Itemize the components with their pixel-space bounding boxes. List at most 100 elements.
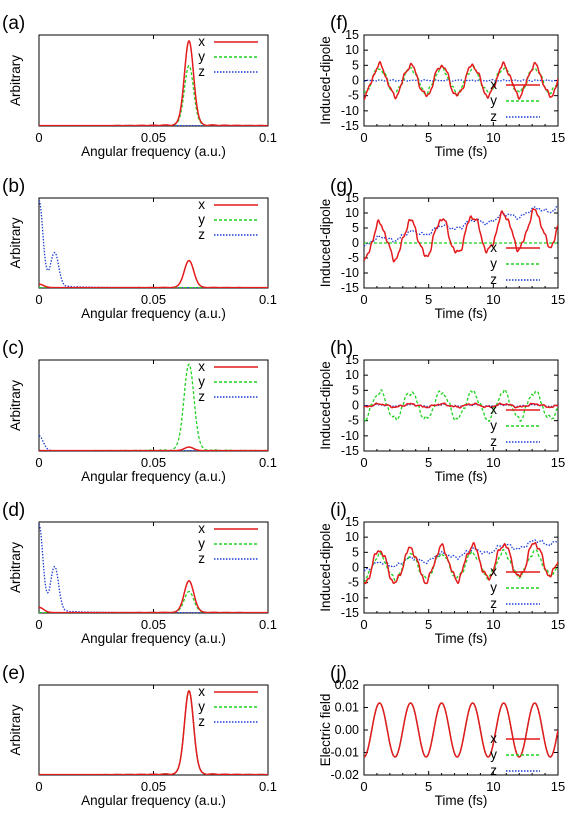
- panel-label: (b): [2, 176, 25, 197]
- y-tick-label: -15: [341, 606, 359, 620]
- panel-label: (g): [330, 176, 353, 197]
- series-line-x: [364, 541, 558, 585]
- panel-label: (i): [330, 500, 347, 521]
- legend: xyz: [490, 564, 540, 611]
- x-tick-label: 10: [486, 779, 500, 794]
- series-line-y: [39, 363, 268, 451]
- legend-label-z: z: [490, 763, 497, 778]
- y-tick-label: 15: [345, 353, 359, 367]
- y-tick-label: 0.00: [335, 723, 359, 737]
- y-tick-label: -10: [341, 591, 359, 605]
- x-tick-label: 0: [35, 617, 42, 632]
- legend-label-x: x: [490, 77, 497, 92]
- x-tick-label: 0: [35, 292, 42, 307]
- x-tick-label: 5: [425, 617, 432, 632]
- y-tick-label: -5: [348, 414, 359, 428]
- legend-label-y: y: [198, 699, 205, 714]
- y-tick-label: 0: [352, 236, 359, 250]
- y-tick-label: 10: [345, 530, 359, 544]
- legend: xyz: [198, 521, 258, 566]
- legend-label-x: x: [198, 521, 205, 536]
- x-tick-label: 0: [360, 130, 367, 145]
- series-line-x: [364, 402, 558, 409]
- legend-label-y: y: [198, 536, 205, 551]
- x-axis-label: Angular frequency (a.u.): [81, 144, 226, 159]
- panel-d: (d) 0 0.05 0.1 Angular frequency (a.u.) Arbit…: [2, 500, 277, 646]
- legend-label-z: z: [490, 434, 497, 449]
- plot-frame: [363, 684, 559, 776]
- x-tick-label: 0: [35, 779, 42, 794]
- legend-label-y: y: [490, 580, 497, 595]
- y-tick-label: 0: [352, 74, 359, 88]
- y-tick-label: 5: [352, 58, 359, 72]
- legend: xyz: [198, 684, 258, 729]
- series-line-y: [39, 690, 268, 775]
- y-tick-label: 0.01: [335, 701, 359, 715]
- legend: xyz: [490, 240, 540, 287]
- x-tick-label: 0.1: [259, 617, 277, 632]
- y-axis-label: Induced-dipole: [318, 361, 333, 450]
- y-tick-label: -5: [348, 576, 359, 590]
- panel-label: (d): [2, 500, 25, 521]
- x-tick-label: 15: [551, 292, 565, 307]
- legend-label-y: y: [198, 212, 205, 227]
- x-tick-label: 0.1: [259, 130, 277, 145]
- x-axis-label: Angular frequency (a.u.): [81, 793, 226, 808]
- x-tick-label: 0.05: [141, 130, 166, 145]
- panel-a: (a) 0 0.05 0.1 Angular frequency (a.u.) Arbit…: [2, 13, 277, 159]
- legend-label-x: x: [198, 34, 205, 49]
- legend-label-y: y: [490, 418, 497, 433]
- legend-label-x: x: [490, 564, 497, 579]
- series-line-y: [364, 548, 558, 584]
- series-line-x: [39, 40, 268, 126]
- y-tick-label: 10: [345, 368, 359, 382]
- y-tick-label: 10: [345, 206, 359, 220]
- x-axis-label: Time (fs): [435, 144, 488, 159]
- x-tick-label: 0: [35, 455, 42, 470]
- plot-frame: [38, 684, 269, 776]
- y-axis-label: Arbitrary: [8, 380, 23, 431]
- series-line-z: [364, 539, 558, 571]
- x-tick-label: 10: [486, 617, 500, 632]
- x-tick-label: 10: [486, 292, 500, 307]
- panel-c: (c) 0 0.05 0.1 Angular frequency (a.u.) Arbit…: [2, 338, 277, 484]
- panel-label: (e): [2, 663, 25, 684]
- series-line-x: [364, 702, 558, 758]
- series-line-x: [39, 446, 268, 451]
- y-tick-label: 15: [345, 28, 359, 42]
- legend-label-y: y: [490, 93, 497, 108]
- legend: xyz: [490, 77, 540, 124]
- x-tick-label: 0: [360, 292, 367, 307]
- legend: xyz: [490, 731, 540, 778]
- panel-label: (j): [330, 663, 347, 684]
- legend-label-y: y: [490, 747, 497, 762]
- legend-label-z: z: [198, 551, 205, 566]
- panel-b: (b) 0 0.05 0.1 Angular frequency (a.u.) Arbit…: [2, 176, 277, 321]
- x-axis-label: Angular frequency (a.u.): [81, 469, 226, 484]
- panel-label: (a): [2, 13, 25, 34]
- y-axis-label: Electric field: [318, 694, 333, 767]
- x-tick-label: 0.05: [141, 617, 166, 632]
- legend-label-x: x: [490, 402, 497, 417]
- series-line-z: [39, 523, 268, 613]
- legend-label-z: z: [198, 64, 205, 79]
- legend-label-y: y: [490, 256, 497, 271]
- series-line-x: [39, 580, 268, 613]
- legend-label-z: z: [490, 109, 497, 124]
- legend: xyz: [198, 197, 258, 242]
- x-tick-label: 5: [425, 130, 432, 145]
- panel-j: (j) 0 5 10 15 0.02 0.01 0.00 -0.01 -0.02 Time (fs)…: [318, 663, 565, 808]
- y-tick-label: -0.02: [331, 768, 360, 782]
- y-axis-label: Induced-dipole: [318, 523, 333, 612]
- series-line-x: [39, 259, 268, 288]
- x-tick-label: 0: [360, 779, 367, 794]
- y-tick-label: 5: [352, 545, 359, 559]
- legend-label-y: y: [198, 49, 205, 64]
- y-tick-label: 0: [352, 399, 359, 413]
- legend: xyz: [198, 359, 258, 404]
- x-axis-label: Angular frequency (a.u.): [81, 306, 226, 321]
- y-tick-label: 0.02: [335, 678, 359, 692]
